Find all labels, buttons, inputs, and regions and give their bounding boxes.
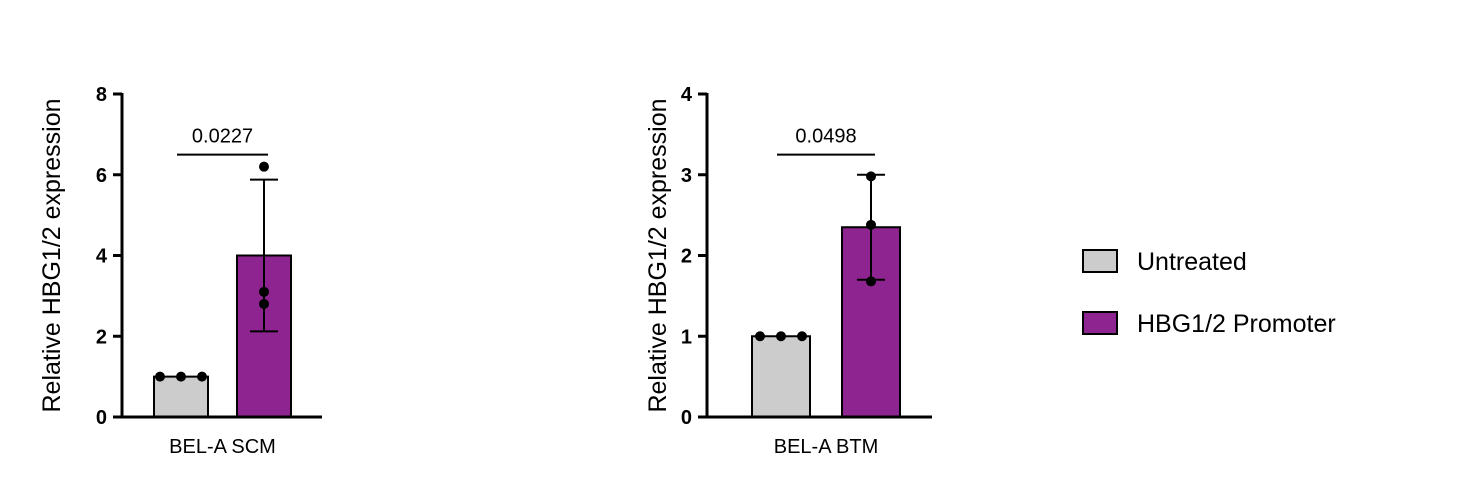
- y-tick-label: 0: [681, 407, 692, 429]
- data-point: [755, 331, 765, 342]
- significance-label: 0.0498: [795, 126, 856, 148]
- chart-panel-2: Relative HBG1/2 expression 0 1 2 3 4 BEL-A BTM…: [644, 84, 932, 458]
- y-tick-label: 4: [96, 246, 108, 268]
- data-point: [866, 171, 876, 182]
- bar-untreated: [751, 335, 811, 418]
- legend-swatch-untreated: [1082, 249, 1118, 273]
- y-tick-label: 3: [681, 165, 692, 187]
- data-point: [197, 371, 207, 382]
- significance-label: 0.0227: [192, 126, 253, 148]
- legend-swatch-promoter: [1082, 311, 1118, 335]
- y-tick-label: 4: [681, 84, 693, 106]
- legend: Untreated HBG1/2 Promoter: [1082, 248, 1336, 338]
- data-point: [155, 371, 165, 382]
- x-axis-label: BEL-A SCM: [169, 436, 276, 458]
- y-tick-label: 2: [681, 246, 692, 268]
- bar-untreated: [153, 375, 209, 418]
- y-tick-label: 1: [681, 326, 692, 348]
- legend-label: HBG1/2 Promoter: [1137, 310, 1336, 338]
- y-axis-label: Relative HBG1/2 expression: [644, 98, 672, 412]
- y-tick-label: 0: [96, 407, 107, 429]
- data-point: [259, 286, 269, 297]
- chart-panel-1: Relative HBG1/2 expression 0 2 4 6 8 BEL-A SCM…: [38, 84, 322, 458]
- data-point: [776, 331, 786, 342]
- y-tick-label: 8: [96, 84, 107, 106]
- data-point: [259, 161, 269, 172]
- data-point: [866, 219, 876, 230]
- legend-label: Untreated: [1137, 248, 1247, 276]
- x-axis-label: BEL-A BTM: [774, 436, 878, 458]
- data-point: [259, 298, 269, 309]
- data-point: [176, 371, 186, 382]
- y-axis-label: Relative HBG1/2 expression: [38, 98, 66, 412]
- data-point: [797, 331, 807, 342]
- data-point: [866, 276, 876, 287]
- y-tick-label: 2: [96, 326, 107, 348]
- y-tick-label: 6: [96, 165, 107, 187]
